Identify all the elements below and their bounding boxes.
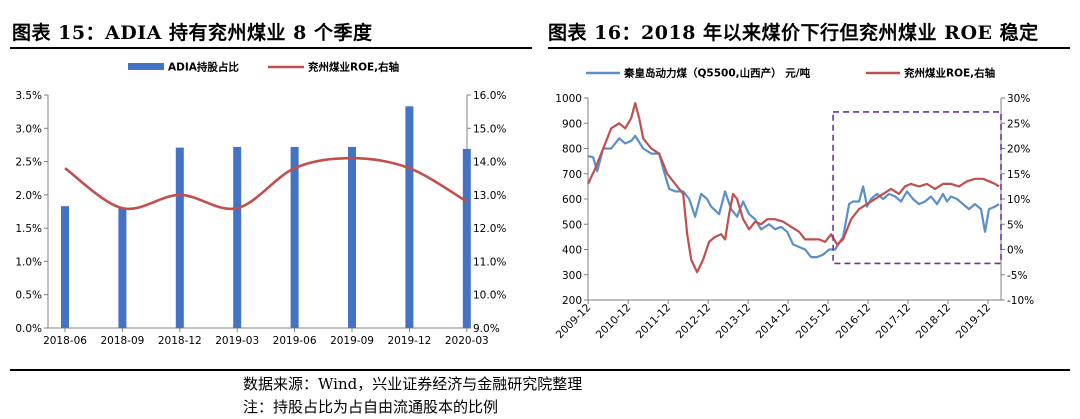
- left-y-tick-label: 0.0%: [15, 323, 42, 335]
- x-tick-label: 2019-12: [387, 335, 431, 347]
- roe-line: [64, 156, 468, 211]
- left-y-tick-label: 2.0%: [15, 190, 42, 202]
- x-tick-label: 2013-12: [714, 302, 754, 342]
- bar: [233, 146, 242, 328]
- x-tick-label: 2014-12: [754, 302, 794, 342]
- left-y-tick-label: 0.5%: [15, 290, 42, 302]
- right-y-tick-label: 0%: [1007, 245, 1024, 257]
- chart-15: 0.0% 0.5% 1.0% 1.5% 2.0% 2.5% 3.0% 3.5% 9.0% 10.0…: [15, 61, 506, 348]
- coal-price-line: [587, 134, 1000, 259]
- roe-line: [587, 102, 1000, 274]
- right-y-tick-label: 5%: [1007, 219, 1024, 231]
- right-y-tick-label: 30%: [1007, 93, 1030, 105]
- left-y-tick-label: 1.0%: [15, 256, 42, 268]
- right-y-tick-label: -5%: [1007, 270, 1027, 282]
- left-y-tick-label: 500: [562, 219, 582, 231]
- x-tick-label: 2020-03: [445, 335, 489, 347]
- right-y-tick-label: 15%: [1007, 169, 1030, 181]
- x-tick-label: 2018-12: [158, 335, 202, 347]
- left-y-tick-label: 300: [562, 270, 582, 282]
- right-y-tick-label: 15.0%: [473, 123, 506, 135]
- bar: [348, 146, 356, 328]
- bar: [405, 106, 414, 329]
- x-tick-label: 2018-12: [914, 302, 954, 342]
- x-tick-label: 2019-09: [330, 335, 374, 347]
- bar: [175, 147, 184, 328]
- highlight-box: [832, 111, 1002, 265]
- x-tick-label: 2011-12: [634, 302, 674, 342]
- left-y-tick-label: 600: [562, 194, 582, 206]
- legend-label-adia: ADIA持股占比: [168, 61, 239, 74]
- bar: [61, 206, 69, 328]
- right-y-tick-label: 13.0%: [473, 190, 506, 202]
- right-y-tick-label: 25%: [1007, 118, 1030, 130]
- title-underline-right: [548, 47, 1070, 49]
- right-y-tick-label: 10%: [1007, 194, 1030, 206]
- source-note: 数据来源：Wind，兴业证券经济与金融研究院整理: [243, 375, 583, 393]
- x-tick-label: 2019-06: [273, 335, 317, 347]
- legend-swatch-adia: [128, 63, 164, 70]
- footnote: 注：持股占比为占自由流通股本的比例: [243, 398, 499, 416]
- left-y-tick-label: 200: [562, 295, 582, 307]
- bar: [462, 148, 471, 328]
- x-tick-label: 2009-12: [554, 302, 594, 342]
- x-tick-label: 2018-09: [100, 335, 144, 347]
- figure-16-title: 图表 16：2018 年以来煤价下行但兖州煤业 ROE 稳定: [548, 22, 1039, 44]
- footer-separator: [10, 369, 1070, 371]
- right-y-tick-label: 9.0%: [473, 323, 500, 335]
- x-tick-label: 2010-12: [594, 302, 634, 342]
- x-tick-label: 2018-06: [43, 335, 87, 347]
- right-y-tick-label: 11.0%: [473, 256, 506, 268]
- right-y-tick-label: 14.0%: [473, 157, 506, 169]
- chart-16: 200 300 400 500 600 700 800 900 1000 -10% -5% 0% 5% 1…: [554, 67, 1034, 342]
- x-tick-label: 2019-03: [215, 335, 259, 347]
- left-y-tick-label: 800: [562, 144, 582, 156]
- legend-label-roe: 兖州煤业ROE,右轴: [308, 61, 399, 74]
- x-tick-label: 2015-12: [794, 302, 834, 342]
- left-y-tick-label: 1.5%: [15, 223, 42, 235]
- bar: [118, 208, 127, 328]
- title-underline-left: [10, 47, 532, 49]
- left-y-tick-label: 3.5%: [15, 90, 42, 102]
- legend-label-coal: 秦皇岛动力煤（Q5500,山西产） 元/吨: [623, 67, 811, 80]
- x-tick-label: 2017-12: [874, 302, 914, 342]
- legend-label-roe: 兖州煤业ROE,右轴: [904, 67, 995, 80]
- left-y-tick-label: 400: [562, 245, 582, 257]
- right-y-tick-label: 20%: [1007, 144, 1030, 156]
- right-y-tick-label: -10%: [1007, 295, 1034, 307]
- right-y-tick-label: 12.0%: [473, 223, 506, 235]
- bar: [290, 146, 299, 328]
- x-tick-label: 2012-12: [674, 302, 714, 342]
- left-y-tick-label: 900: [562, 118, 582, 130]
- x-tick-label: 2019-12: [954, 302, 994, 342]
- left-y-tick-label: 3.0%: [15, 123, 42, 135]
- left-y-tick-label: 700: [562, 169, 582, 181]
- left-y-tick-label: 2.5%: [15, 157, 42, 169]
- x-tick-label: 2016-12: [834, 302, 874, 342]
- figure-15-title: 图表 15：ADIA 持有兖州煤业 8 个季度: [12, 22, 373, 44]
- left-y-tick-label: 1000: [555, 93, 582, 105]
- right-y-tick-label: 10.0%: [473, 290, 506, 302]
- right-y-tick-label: 16.0%: [473, 90, 506, 102]
